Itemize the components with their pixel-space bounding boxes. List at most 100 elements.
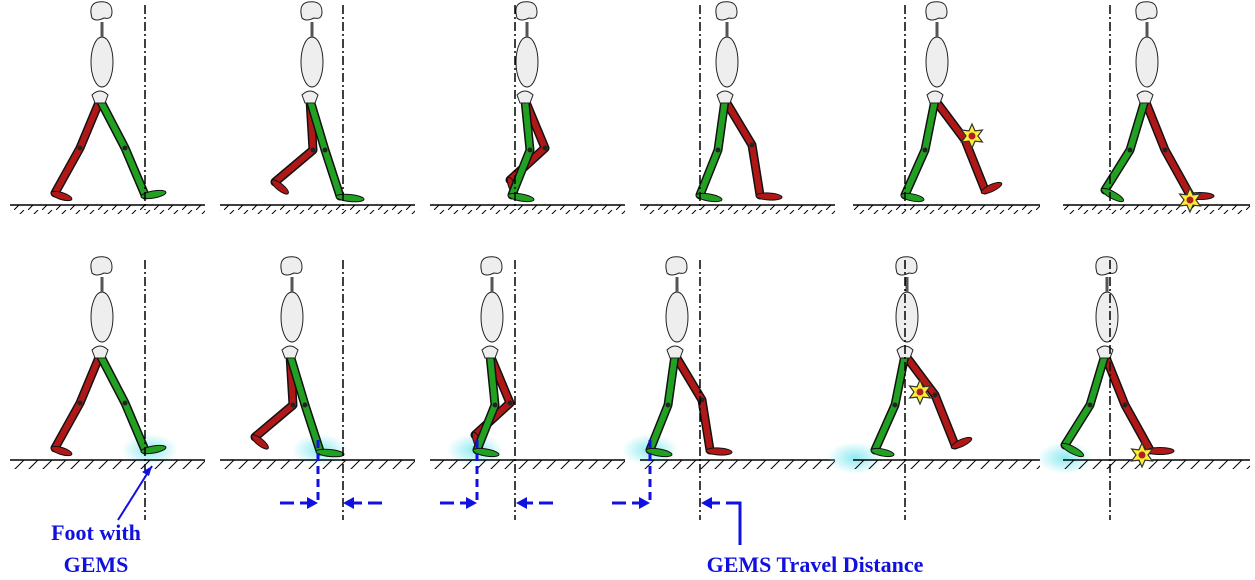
knee [77,400,83,406]
pelvis [91,345,109,359]
head [1135,1,1158,21]
knee [527,147,533,153]
torso [515,36,539,88]
torso [895,291,919,343]
foot [50,190,73,202]
leg [52,97,103,196]
ground-hatch [10,460,205,469]
leg [722,97,763,198]
arrow-head [639,497,650,509]
figures [10,1,1250,520]
leg [672,352,713,453]
pelvis [301,90,319,104]
impact-star-core [1138,451,1146,459]
pelvis [716,90,734,104]
knee [1122,402,1128,408]
ground-hatch [853,205,1040,214]
pelvis [481,345,499,359]
head [925,1,948,21]
knee [749,142,755,148]
ground-hatch [220,205,415,214]
ground-hatch [430,205,625,214]
foot [755,192,783,201]
ground-hatch [220,460,415,469]
head [515,1,538,21]
knee [77,145,83,151]
leg [1102,97,1148,193]
foot [1060,442,1085,458]
knee [322,147,328,153]
pelvis [666,345,684,359]
knee [922,147,928,153]
foot-pointer [117,465,153,521]
torso [925,36,949,88]
knee [715,147,721,153]
ground-hatch [1063,460,1250,469]
foot-label-line: Foot with [51,520,141,545]
leg [872,352,908,453]
foot [950,436,973,450]
ground-hatch [1063,205,1250,214]
arrow-head [343,497,354,509]
pelvis [516,90,534,104]
torso [90,36,114,88]
foot [705,447,733,456]
knee [932,392,938,398]
torso [300,36,324,88]
head [715,1,738,21]
torso [480,291,504,343]
head [90,256,113,276]
knee [1127,147,1133,153]
pelvis [1136,90,1154,104]
foot [900,192,925,203]
torso [715,36,739,88]
foot [695,192,723,203]
foot [140,444,167,455]
foot [50,445,73,457]
torso [1135,36,1159,88]
head [90,1,113,21]
distance-markers [280,440,742,545]
foot [507,192,535,203]
head [300,1,323,21]
ground-hatch [430,460,625,469]
foot [472,447,500,458]
impact-star-core [1186,196,1194,204]
knee [492,402,498,408]
arrow-head [516,497,527,509]
foot [980,181,1003,195]
knee [302,402,308,408]
impact-star-core [968,132,976,140]
leg [97,97,148,198]
ground-hatch [640,460,835,469]
leg [932,97,988,193]
arrow-head [466,497,477,509]
knee [122,400,128,406]
foot [870,447,895,458]
ground-hatch [10,205,205,214]
arrow-head [701,497,712,509]
foot-pointer-head [142,466,152,476]
pelvis [926,90,944,104]
foot [271,179,289,195]
pelvis [91,90,109,104]
head [280,256,303,276]
head [895,256,918,276]
ground-hatch [853,460,1040,469]
knee [290,402,296,408]
knee [1087,402,1093,408]
foot [1100,187,1125,203]
foot [251,434,269,450]
pelvis [1096,345,1114,359]
pelvis [281,345,299,359]
torso [665,291,689,343]
leg [902,352,958,448]
knee [892,402,898,408]
impact-star-core [916,388,924,396]
torso [90,291,114,343]
knee [122,145,128,151]
foot [335,193,365,203]
arrow-head [307,497,318,509]
foot [315,448,345,458]
